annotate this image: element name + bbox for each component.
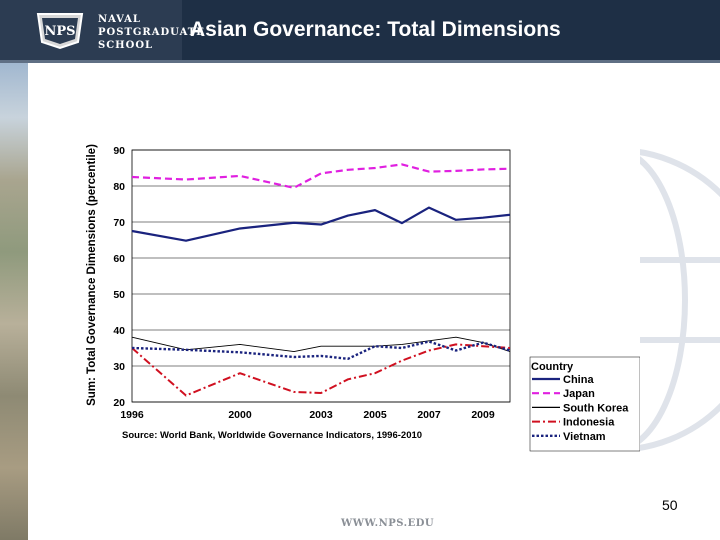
header-bar: NPS NAVAL POSTGRADUATE SCHOOL Asian Gove… <box>0 0 720 60</box>
y-axis-label: Sum: Total Governance Dimensions (percen… <box>86 144 98 406</box>
y-tick-label: 60 <box>113 253 125 265</box>
x-tick-label: 2000 <box>228 409 252 421</box>
legend-box <box>529 356 640 452</box>
chart-svg: Sum: Total Governance Dimensions (percen… <box>86 144 640 452</box>
chart-source-note: Source: World Bank, Worldwide Governance… <box>122 430 422 441</box>
school-name-line1: NAVAL <box>98 14 141 25</box>
y-tick-label: 50 <box>113 289 125 301</box>
y-tick-label: 40 <box>113 325 125 337</box>
campus-photo-strip <box>0 60 28 540</box>
nps-logo: NPS NAVAL POSTGRADUATE SCHOOL <box>0 0 204 60</box>
nps-seal-icon: NPS <box>36 13 84 50</box>
x-tick-label: 2009 <box>471 409 495 421</box>
y-tick-label: 20 <box>113 397 125 409</box>
svg-text:NPS: NPS <box>44 24 75 39</box>
header-divider <box>0 60 720 63</box>
legend-label-china: China <box>563 374 594 386</box>
chart-legend: Country China Japan South Korea Indonesia Vi… <box>529 356 640 452</box>
x-tick-label: 2005 <box>363 409 387 421</box>
y-tick-label: 90 <box>113 145 125 157</box>
slide-title: Asian Governance: Total Dimensions <box>190 18 561 41</box>
y-tick-label: 80 <box>113 181 125 193</box>
legend-label-japan: Japan <box>563 388 595 400</box>
series-line-indonesia <box>131 343 511 397</box>
governance-chart: Sum: Total Governance Dimensions (percen… <box>80 125 640 455</box>
school-name-line3: SCHOOL <box>98 40 154 51</box>
y-tick-label: 30 <box>113 361 125 373</box>
x-tick-label: 2003 <box>309 409 333 421</box>
page-number: 50 <box>662 497 678 513</box>
legend-title: Country <box>531 361 574 373</box>
series-line-china <box>131 206 511 242</box>
legend-label-indonesia: Indonesia <box>563 417 615 429</box>
footer-url: WWW.NPS.EDU <box>341 518 435 529</box>
legend-label-vietnam: Vietnam <box>563 431 606 443</box>
series-line-south-korea <box>131 336 511 353</box>
plot-frame <box>131 149 511 403</box>
x-tick-label: 1996 <box>120 409 144 421</box>
series-line-japan <box>131 163 511 189</box>
y-tick-label: 70 <box>113 217 125 229</box>
legend-label-south-korea: South Korea <box>563 402 629 414</box>
x-tick-label: 2007 <box>417 409 441 421</box>
series-line-vietnam <box>131 340 511 361</box>
school-name-line2: POSTGRADUATE <box>98 27 205 38</box>
